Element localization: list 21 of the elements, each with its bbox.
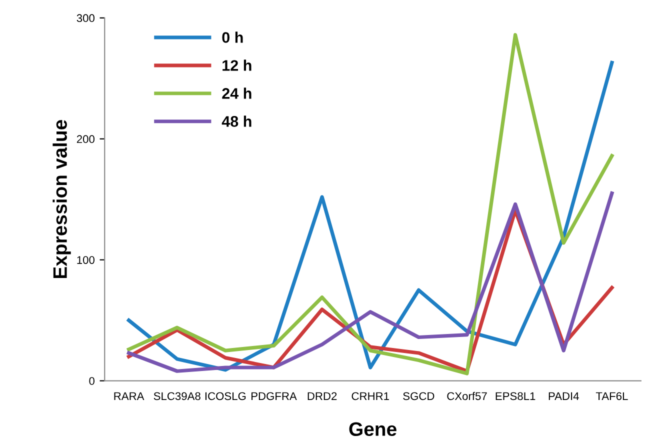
y-tick-label: 0 (89, 377, 94, 385)
y-tick-label: 300 (76, 14, 94, 22)
x-tick-label: CRHR1 (352, 392, 389, 400)
legend-label: 12 h (222, 60, 252, 71)
x-tick-label: PADI4 (548, 392, 579, 400)
x-tick-label: PDGFRA (252, 392, 297, 400)
x-tick-label: EPS8L1 (496, 392, 536, 400)
x-tick-label: DRD2 (308, 392, 337, 400)
x-tick-label: TAF6L (596, 392, 628, 400)
y-axis-title: Expression value (52, 120, 71, 278)
x-tick-label: SLC39A8 (154, 392, 200, 400)
x-axis-title: Gene (349, 422, 396, 436)
legend-label: 24 h (222, 88, 252, 99)
y-tick-label: 100 (77, 256, 94, 264)
x-tick-label: RARA (114, 392, 144, 400)
x-tick-label: CXorf57 (447, 392, 487, 400)
x-tick-label: ICOSLG (205, 392, 246, 400)
x-tick-label: SGCD (403, 392, 434, 400)
legend-label: 48 h (222, 116, 252, 127)
legend-label: 0 h (222, 32, 243, 43)
y-tick-label: 200 (76, 135, 94, 144)
